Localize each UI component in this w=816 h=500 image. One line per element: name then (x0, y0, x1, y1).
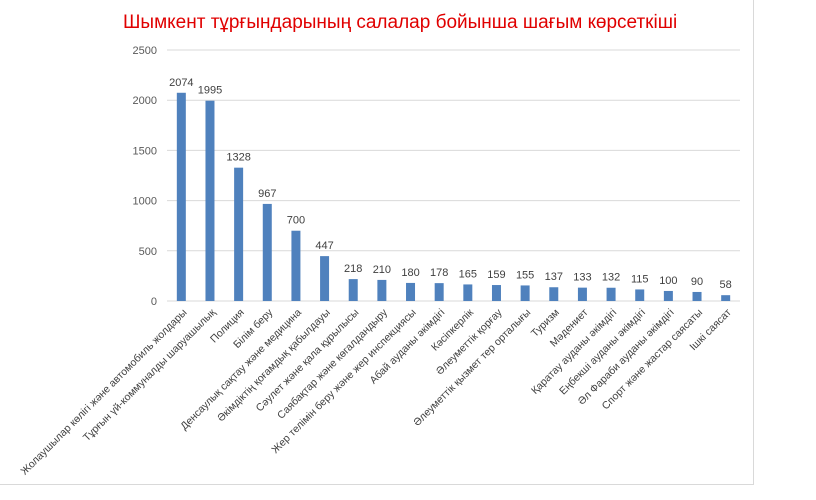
bar (663, 290, 673, 301)
data-labels: 2074 1995 1328 967 700 447 218 210 180 178 165 159 1… (169, 77, 732, 291)
data-label: 700 (287, 215, 305, 227)
x-category-label: Тұрғын үй-коммуналды шаруашылық (81, 306, 219, 444)
data-label: 137 (545, 271, 563, 283)
y-tick-label: 0 (151, 296, 157, 308)
data-label: 1995 (198, 85, 222, 97)
bar (262, 203, 272, 301)
bar (549, 287, 559, 301)
bars (176, 92, 731, 302)
y-tick-label: 1000 (133, 196, 157, 208)
data-label: 218 (344, 263, 362, 275)
chart-title: Шымкент тұрғындарының салалар бойынша ша… (123, 12, 677, 33)
bar (520, 285, 530, 301)
bar (291, 230, 301, 301)
y-axis: 0 500 1000 1500 2000 2500 (133, 45, 157, 308)
bar (176, 92, 186, 301)
data-label: 155 (516, 269, 534, 281)
bar (577, 287, 587, 301)
y-tick-label: 500 (139, 246, 157, 258)
data-label: 180 (401, 267, 419, 279)
data-label: 132 (602, 272, 620, 284)
data-label: 159 (487, 269, 505, 281)
y-tick-label: 1500 (133, 145, 157, 157)
bar (606, 287, 616, 301)
bar (348, 279, 358, 301)
y-tick-label: 2500 (133, 45, 157, 57)
bar (406, 282, 416, 301)
gridlines (167, 49, 740, 302)
bar (463, 284, 473, 301)
data-label: 967 (258, 188, 276, 200)
data-label: 210 (373, 264, 391, 276)
bar (234, 167, 244, 301)
bar (434, 283, 444, 301)
frame-right-border (753, 0, 754, 484)
x-category-label: Жолаушылар көлігі және автомобиль жолдар… (19, 307, 190, 478)
bar (692, 291, 702, 301)
frame-bottom-border (0, 484, 754, 485)
bar (377, 279, 387, 301)
bar (320, 256, 330, 301)
data-label: 178 (430, 267, 448, 279)
data-label: 2074 (169, 77, 193, 89)
data-label: 133 (573, 272, 591, 284)
data-label: 1328 (226, 152, 250, 164)
data-label: 447 (315, 240, 333, 252)
bar (721, 295, 731, 301)
bar (635, 289, 645, 301)
data-label: 165 (459, 268, 477, 280)
bar (205, 100, 215, 302)
x-axis: Жолаушылар көлігі және автомобиль жолдар… (19, 306, 734, 477)
data-label: 58 (720, 279, 732, 291)
data-label: 100 (659, 275, 677, 287)
data-label: 90 (691, 276, 703, 288)
y-tick-label: 2000 (133, 95, 157, 107)
data-label: 115 (631, 273, 649, 285)
bar (491, 285, 501, 301)
